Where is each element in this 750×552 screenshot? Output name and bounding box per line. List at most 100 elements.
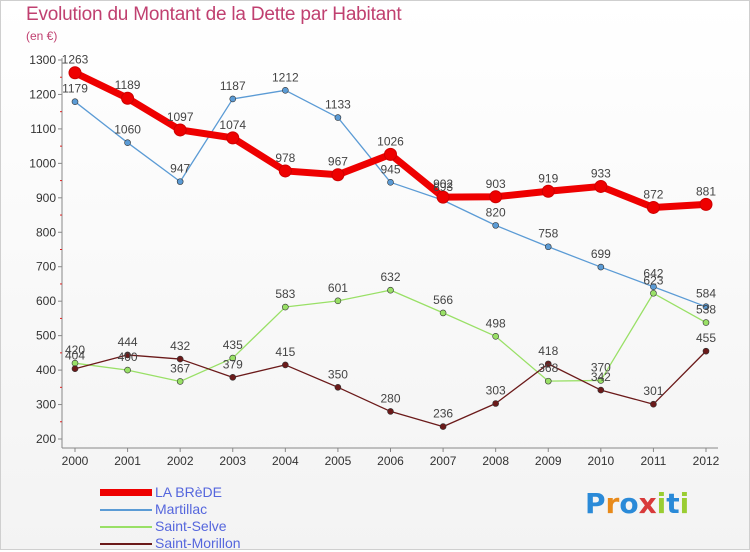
data-point [229, 95, 237, 103]
data-point [650, 283, 657, 291]
y-tick-label: 700 [36, 260, 56, 274]
data-label: 903 [486, 177, 506, 191]
x-tick-label: 2008 [482, 454, 509, 468]
data-label: 236 [433, 407, 453, 421]
data-label: 400 [118, 350, 138, 364]
x-tick-label: 2007 [430, 454, 457, 468]
data-point [492, 333, 499, 340]
data-point [282, 87, 289, 94]
data-point [334, 384, 342, 391]
legend-label: Saint-Selve [155, 518, 227, 534]
data-point [489, 190, 503, 204]
data-point [384, 147, 397, 161]
logo-letter: P [585, 487, 606, 520]
x-tick-label: 2012 [693, 454, 720, 468]
data-label: 699 [591, 247, 611, 261]
data-point [492, 400, 499, 407]
data-label: 538 [696, 303, 716, 317]
data-point [699, 197, 713, 211]
data-label: 601 [328, 281, 348, 295]
x-tick-label: 2002 [167, 454, 194, 468]
data-point [226, 131, 240, 145]
logo-letter: i [679, 487, 690, 520]
data-label: 978 [275, 151, 295, 165]
logo-letter: i [656, 487, 667, 520]
data-label: 642 [643, 267, 663, 281]
data-point [439, 309, 447, 317]
data-label: 947 [170, 162, 190, 176]
data-label: 370 [591, 360, 611, 374]
data-label: 404 [65, 349, 85, 363]
data-label: 1060 [114, 123, 141, 137]
y-tick-label: 900 [36, 191, 56, 205]
y-tick-label: 200 [36, 432, 56, 446]
data-label: 342 [591, 370, 611, 384]
data-point [702, 303, 710, 310]
legend-label: Martillac [155, 501, 208, 517]
x-tick-label: 2006 [377, 454, 404, 468]
data-point [173, 123, 187, 137]
data-label: 1179 [62, 82, 88, 96]
data-point [650, 289, 657, 297]
x-tick-label: 2009 [535, 454, 562, 468]
data-label: 902 [433, 177, 453, 191]
data-label: 945 [380, 162, 400, 176]
data-point [702, 347, 710, 355]
data-point [594, 179, 608, 193]
data-label: 583 [275, 287, 295, 301]
data-label: 1263 [62, 53, 89, 67]
data-point [334, 297, 342, 305]
data-label: 432 [170, 339, 190, 353]
data-label: 435 [223, 338, 243, 352]
data-point [702, 319, 710, 326]
logo-letter: x [638, 487, 657, 520]
legend-swatch [100, 509, 152, 511]
x-tick-label: 2001 [114, 454, 141, 468]
data-label: 1212 [272, 70, 299, 84]
data-label: 498 [486, 316, 506, 330]
y-tick-label: 1200 [29, 87, 56, 101]
logo-letter: t [666, 487, 680, 520]
data-point [492, 222, 499, 229]
data-point [544, 377, 552, 385]
data-label: 444 [118, 335, 138, 349]
data-label: 455 [696, 331, 716, 345]
data-point [124, 139, 131, 146]
data-point [439, 423, 447, 430]
data-label: 280 [380, 391, 400, 405]
data-label: 623 [643, 273, 663, 287]
data-label: 566 [433, 293, 453, 307]
data-label: 872 [643, 187, 663, 201]
y-tick-label: 800 [36, 225, 56, 239]
data-point [176, 178, 184, 185]
data-label: 1133 [325, 98, 351, 112]
data-label: 1074 [219, 118, 246, 132]
data-point [541, 184, 555, 198]
data-label: 893 [433, 180, 453, 194]
data-label: 301 [643, 384, 663, 398]
x-tick-label: 2005 [325, 454, 352, 468]
data-point [650, 400, 657, 408]
legend-swatch [100, 489, 152, 496]
data-point [176, 355, 184, 363]
data-label: 368 [538, 361, 558, 375]
data-label: 379 [223, 357, 243, 371]
data-point [68, 66, 82, 80]
data-point [387, 286, 394, 294]
x-tick-label: 2004 [272, 454, 299, 468]
data-label: 303 [486, 384, 506, 398]
data-point [229, 354, 237, 362]
data-point [331, 168, 345, 182]
legend-label: LA BRèDE [155, 484, 222, 500]
y-tick-label: 1000 [29, 156, 56, 170]
y-tick-label: 1300 [29, 53, 56, 67]
legend-swatch [100, 526, 152, 528]
data-point [278, 164, 292, 178]
data-point [71, 98, 79, 105]
data-point [124, 366, 131, 374]
y-tick-label: 600 [36, 294, 56, 308]
logo-letter: o [619, 487, 639, 520]
data-point [597, 386, 605, 394]
data-label: 820 [486, 205, 506, 219]
data-point [387, 179, 394, 186]
